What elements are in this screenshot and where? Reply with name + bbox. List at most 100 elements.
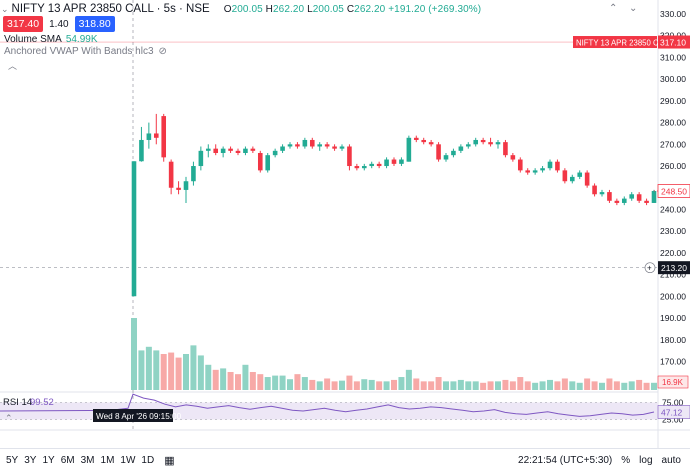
log-toggle[interactable]: log <box>639 455 653 466</box>
candle-body <box>458 146 464 151</box>
candle-body <box>644 200 649 203</box>
candle-body <box>146 133 152 140</box>
price-tick-label: 290.00 <box>660 96 686 106</box>
auto-toggle[interactable]: auto <box>661 455 681 466</box>
candle-body <box>525 170 531 173</box>
symbol-collapse-icon[interactable]: ⌄ <box>1 3 9 14</box>
candle-body <box>213 148 219 153</box>
range-1m[interactable]: 1M <box>100 455 115 466</box>
candle-body <box>555 161 560 171</box>
price-tick-label: 280.00 <box>660 118 686 128</box>
price-tick-label: 270.00 <box>660 139 686 149</box>
buy-button[interactable]: 318.80 <box>74 16 115 32</box>
volume-bar <box>368 379 375 390</box>
candle-body <box>592 185 597 195</box>
eye-hidden-icon[interactable]: ⊘ <box>158 46 167 57</box>
volume-bar <box>450 381 457 390</box>
candle-body <box>361 166 367 169</box>
volume-bar <box>435 377 442 390</box>
arrow-up-icon[interactable]: ⌃ <box>609 3 618 14</box>
range-6m[interactable]: 6M <box>60 455 75 466</box>
volume-bar <box>405 369 412 390</box>
candle-body <box>399 159 404 164</box>
calendar-icon[interactable]: ▦ <box>164 455 175 467</box>
volume-bar <box>197 355 204 390</box>
range-5y[interactable]: 5Y <box>6 455 19 466</box>
vwap-label: Anchored VWAP With Bands hlc3 <box>4 46 154 57</box>
clock-timezone[interactable]: 22:21:54 (UTC+5:30) <box>518 455 613 466</box>
candle-body <box>339 146 345 149</box>
arrow-down-icon[interactable]: ⌄ <box>629 3 638 14</box>
volume-legend[interactable]: Volume SMA 54.99K <box>4 33 98 46</box>
chart-canvas[interactable]: 330.00320.00310.00300.00290.00280.00270.… <box>0 0 690 448</box>
chevron-up-icon[interactable]: ︿ <box>8 60 18 71</box>
volume-bar <box>413 378 420 390</box>
position-price: 317.10 <box>660 38 686 48</box>
candle-body <box>235 150 241 153</box>
position-label-bg <box>573 36 657 49</box>
volume-bar <box>220 368 227 390</box>
percent-toggle[interactable]: % <box>621 455 631 466</box>
volume-bar <box>487 381 494 390</box>
volume-bar <box>331 381 338 390</box>
volume-bar <box>339 380 345 390</box>
range-3m[interactable]: 3M <box>80 455 95 466</box>
position-price-bg <box>658 35 690 49</box>
candle-body <box>220 148 226 153</box>
volume-bar <box>502 379 509 390</box>
volume-bar <box>353 381 360 390</box>
volume-bar <box>131 318 137 390</box>
range-3y[interactable]: 3Y <box>24 455 37 466</box>
candle-body <box>309 139 315 147</box>
sell-button[interactable]: 317.40 <box>3 16 44 32</box>
candle-body <box>562 170 568 182</box>
volume-bar <box>205 364 212 390</box>
volume-bar <box>235 374 241 390</box>
candle-body <box>488 142 493 145</box>
price-tick-label: 220.00 <box>660 248 686 258</box>
last-price-bg <box>657 184 690 198</box>
rsi-line <box>0 393 655 417</box>
volume-bar <box>287 379 293 390</box>
volume-bar <box>517 377 524 390</box>
candle-body <box>517 159 523 171</box>
volume-bar <box>242 364 249 390</box>
add-alert-plus: + <box>647 264 652 273</box>
volume-bar <box>257 374 264 390</box>
price-tick-label: 330.00 <box>660 9 686 19</box>
candle-body <box>540 168 545 171</box>
volume-bar <box>443 381 449 390</box>
add-alert-icon <box>644 262 656 274</box>
range-1d[interactable]: 1D <box>141 455 155 466</box>
rsi-current-label: 47.12 <box>661 407 683 417</box>
candle-body <box>347 146 352 167</box>
rsi-value: 99.52 <box>30 397 54 408</box>
vwap-legend[interactable]: Anchored VWAP With Bands hlc3 ⊘ <box>4 45 167 58</box>
candle-body <box>636 194 642 201</box>
volume-bar <box>183 354 189 390</box>
volume-bar <box>153 350 160 390</box>
volume-sma-label: Volume SMA <box>4 34 62 45</box>
candle-body <box>250 148 256 151</box>
volume-bar <box>465 381 472 390</box>
volume-bar <box>524 381 531 390</box>
range-1y[interactable]: 1Y <box>42 455 55 466</box>
volume-bar <box>561 378 568 390</box>
volume-bar <box>509 381 516 390</box>
candle-body <box>205 148 211 151</box>
candle-body <box>503 142 508 156</box>
legend-collapse[interactable]: ︿ <box>8 60 18 71</box>
symbol-legend: ⌄ NIFTY 13 APR 23850 CALL · 5s · NSE O20… <box>0 0 481 18</box>
candle-body <box>436 144 441 160</box>
symbol-title[interactable]: NIFTY 13 APR 23850 CALL · 5s · NSE <box>11 3 210 15</box>
rsi-level-label: 75.00 <box>662 398 684 408</box>
candle-body <box>332 146 337 149</box>
trade-buttons: 317.40 1.40 318.80 <box>3 16 115 32</box>
volume-bar <box>279 375 286 390</box>
volume-bar <box>190 345 197 390</box>
candle-body <box>443 155 449 160</box>
candle-body <box>168 161 174 188</box>
volume-bar <box>584 378 591 390</box>
range-1w[interactable]: 1W <box>120 455 136 466</box>
volume-bar <box>599 382 605 390</box>
